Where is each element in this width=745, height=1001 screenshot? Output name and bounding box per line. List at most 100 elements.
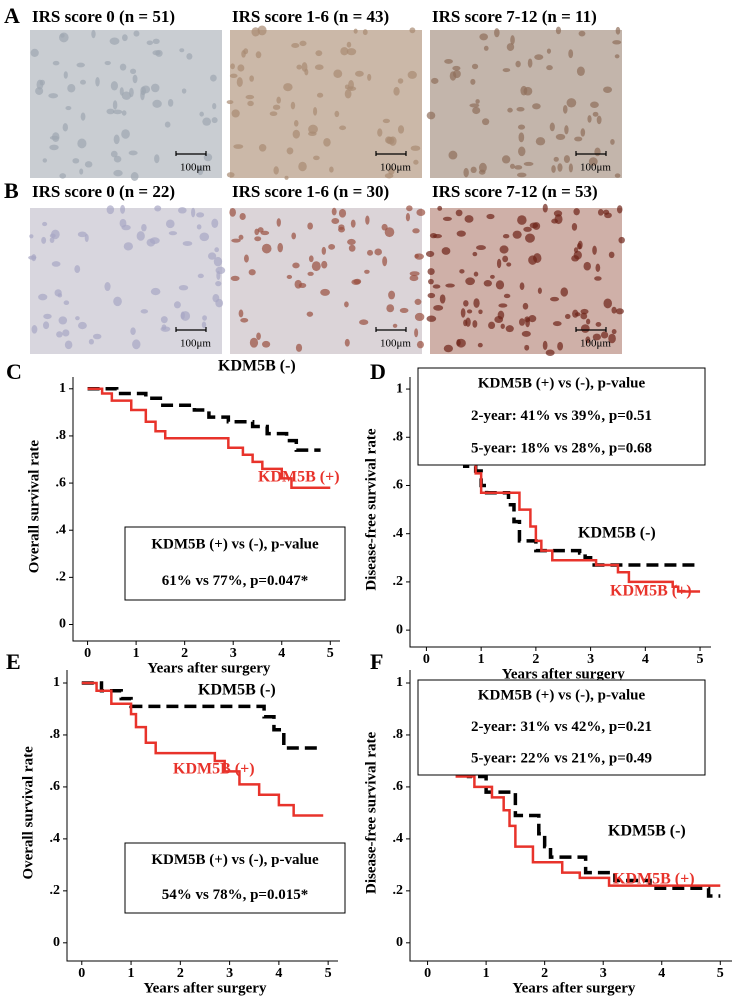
nucleus [386,304,395,313]
nucleus [410,145,421,151]
survival-curve [87,387,321,452]
axis [72,377,340,642]
nucleus [167,98,174,107]
panel-letter: D [370,359,386,384]
y-tick-label: .8 [393,727,404,742]
y-tick-label: .6 [393,478,404,493]
nucleus [251,27,260,37]
x-tick-label: 0 [423,652,430,667]
nucleus [76,62,85,68]
nucleus [501,155,511,164]
nucleus [146,40,154,46]
nucleus [554,214,563,225]
nucleus [515,60,521,68]
nucleus [60,33,65,38]
nucleus [550,296,560,302]
curve-label: KDM5B (-) [198,682,276,699]
nucleus [517,124,526,130]
x-tick-label: 1 [483,966,490,981]
curve-label: KDM5B (+) [610,583,692,600]
x-tick-label: 1 [128,966,135,981]
nucleus [542,340,548,350]
nucleus [58,316,68,325]
y-tick-label: .2 [50,883,61,898]
nucleus [516,106,525,112]
nucleus [571,223,578,231]
x-axis-label: Years after surgery [502,666,626,682]
nucleus [347,86,357,91]
nucleus [295,343,303,352]
nucleus [443,344,453,353]
nucleus [272,104,281,110]
nucleus [321,260,328,269]
nucleus [439,294,446,304]
nucleus [610,138,615,145]
nucleus [399,307,409,314]
nucleus [432,284,441,289]
nucleus [524,316,531,323]
nucleus [152,38,160,45]
curve-label: KDM5B (-) [578,525,656,542]
nucleus [331,207,337,216]
nucleus [29,234,34,239]
nucleus [546,65,553,71]
nucleus [152,99,162,108]
nucleus [448,150,458,160]
scale-label: 100μm [180,338,211,350]
nucleus [313,106,318,116]
nucleus [397,78,404,84]
nucleus [505,325,514,333]
annotation-line: 5-year: 18% vs 28%, p=0.68 [471,440,652,456]
nucleus [564,125,569,135]
nucleus [331,217,340,225]
nucleus [191,207,196,218]
nucleus [258,144,267,152]
nucleus [344,89,352,99]
nucleus [608,333,616,344]
nucleus [542,203,548,213]
panel-letter: E [6,649,21,674]
y-tick-label: .2 [393,883,404,898]
nucleus [585,336,591,344]
x-axis-label: Years after surgery [143,980,267,996]
nucleus [292,262,300,269]
nucleus [608,251,615,259]
nucleus [292,129,300,139]
nucleus [72,158,80,164]
nucleus [557,163,563,172]
nucleus [425,250,435,258]
nucleus [277,242,284,253]
nucleus [120,204,126,214]
nucleus [31,325,38,334]
nucleus [597,209,604,216]
nucleus [604,212,612,219]
nucleus [486,213,495,220]
nucleus [84,161,93,168]
y-tick-label: .4 [50,831,61,846]
nucleus [95,77,100,87]
nucleus [284,175,289,180]
x-tick-label: 4 [642,652,649,667]
nucleus [80,112,86,121]
nucleus [478,309,483,315]
panel-letter: F [370,649,383,674]
nucleus [478,169,486,175]
nucleus [592,333,602,341]
nucleus [238,234,244,240]
nucleus [409,27,416,34]
nucleus [214,247,220,253]
nucleus [586,318,591,325]
nucleus [456,339,461,347]
nucleus [123,242,133,251]
nucleus [588,157,598,166]
curve-label: KDM5B (+) [173,761,255,778]
nucleus [201,321,207,329]
nucleus [573,247,579,254]
nucleus [522,302,529,310]
nucleus [128,150,138,156]
nucleus [283,83,293,92]
nucleus [592,111,599,117]
nucleus [528,255,537,265]
nucleus [520,85,528,96]
